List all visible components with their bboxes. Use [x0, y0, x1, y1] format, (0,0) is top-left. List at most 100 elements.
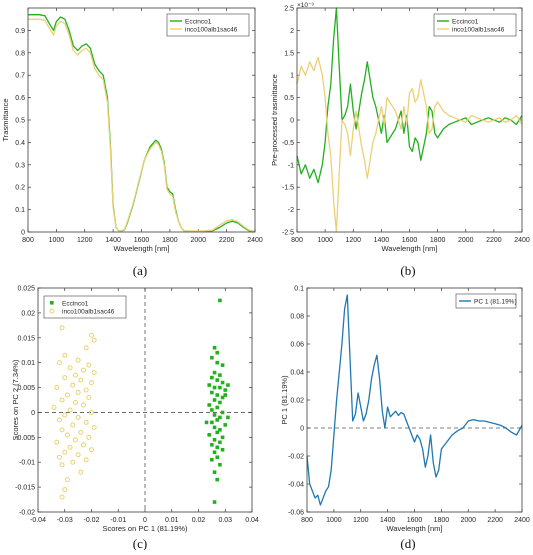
scatter-point-1 [207, 433, 211, 437]
scatter-point-1 [220, 435, 225, 440]
y-axis-label: PC 1 (81.19%) [280, 375, 289, 425]
scatter-point-2 [78, 469, 84, 475]
scatter-point-1 [218, 462, 222, 467]
scatter-point-1 [226, 415, 230, 420]
scatter-point-1 [218, 428, 222, 432]
scatter-point-2 [70, 382, 76, 388]
scatter-point-2 [59, 462, 65, 468]
y-tick-label: -2.5 [282, 230, 294, 237]
x-axis-label: Wavelength [nm] [382, 244, 438, 253]
y-tick-label: 2 [290, 28, 294, 35]
scatter-point-2 [70, 422, 76, 428]
scatter-point-1 [210, 375, 214, 380]
y-tick-label: 0 [300, 426, 304, 433]
legend-label-1: Eccinco1 [62, 300, 89, 307]
scatter-point-1 [215, 418, 220, 422]
chart-panel-3: -0.04 -0.03 -0.02 -0.01 0 0.01 0.02 0.03 0.04 -0.… [11, 286, 259, 552]
scatter-point-2 [91, 337, 97, 343]
chart-panel-2: 800 1000 1200 1400 1600 1800 2000 2200 2400 -2.5 -… [270, 2, 530, 278]
scatter-point-2 [89, 380, 94, 386]
scatter-point-1 [218, 385, 222, 390]
legend-label-1: Eccinco1 [185, 18, 212, 25]
scatter-point-1 [218, 400, 222, 405]
scatter-point-2 [56, 417, 62, 423]
x-tick-label: 800 [22, 237, 34, 244]
scatter-point-2 [56, 360, 62, 366]
panel-caption: (c) [133, 536, 147, 550]
x-tick-label: -0.04 [30, 517, 46, 524]
y-tick-label: 0.01 [21, 360, 35, 367]
series-line-1 [306, 294, 523, 506]
x-tick-label: 2400 [247, 237, 263, 244]
scatter-point-1 [220, 447, 225, 452]
scatter-point-1 [212, 345, 217, 350]
scatter-point-1 [215, 405, 220, 410]
scatter-point-1 [212, 413, 217, 417]
scatter-point-2 [59, 427, 65, 433]
y-tick-label: 1 [290, 73, 294, 80]
panel-caption: (d) [400, 536, 415, 550]
axes-frame [37, 287, 253, 513]
x-tick-label: 1800 [434, 517, 450, 524]
legend-label-1: PC 1 (81.19%) [474, 298, 517, 305]
scatter-point-2 [62, 487, 68, 493]
x-tick-label: 2000 [458, 237, 474, 244]
scatter-point-1 [212, 398, 217, 402]
scatter-point-1 [220, 410, 225, 415]
x-tick-label: 1400 [380, 517, 396, 524]
y-tick-label: 0.4 [15, 140, 25, 147]
scatter-point-1 [210, 443, 214, 447]
scatter-point-1 [210, 408, 214, 412]
series-line-2 [28, 18, 256, 232]
y-tick-label: 0.025 [17, 286, 35, 293]
scatter-point-1 [223, 393, 228, 397]
series-line-1 [296, 7, 523, 184]
plot-area [28, 8, 255, 232]
plot-area [307, 288, 522, 512]
legend-box [166, 13, 250, 37]
y-tick-label: 0.02 [290, 398, 304, 405]
scatter-point-1 [212, 470, 217, 474]
y-tick-label: 2.5 [284, 6, 294, 13]
scatter-point-2 [64, 432, 70, 438]
scatter-point-2 [72, 399, 78, 405]
scatter-point-1 [223, 423, 228, 427]
scatter-point-1 [215, 393, 220, 397]
x-tick-label: -0.02 [84, 517, 100, 524]
scatter-point-2 [86, 362, 92, 368]
y-tick-label: 0.6 [15, 95, 25, 102]
scatter-point-2 [83, 345, 89, 351]
x-tick-label: 1000 [326, 517, 342, 524]
x-tick-label: 1600 [407, 517, 423, 524]
x-tick-label: 800 [291, 237, 303, 244]
scatter-point-1 [212, 438, 217, 442]
y-tick-label: -1 [288, 162, 294, 169]
scatter-point-1 [215, 445, 220, 450]
x-tick-label: 1000 [317, 237, 333, 244]
scatter-point-1 [212, 425, 217, 430]
legend-label-1: Eccinco1 [452, 18, 479, 25]
scatter-point-1 [207, 383, 211, 387]
scatter-point-1 [212, 500, 217, 504]
y-tick-label: 0.2 [15, 185, 25, 192]
scatter-point-2 [59, 325, 65, 331]
y-tick-label: -2 [288, 207, 294, 214]
chart-panel-1: 800 1000 1200 1400 1600 1800 2000 2200 2400 0 0.1 0… [1, 7, 263, 278]
scatter-point-1 [212, 385, 217, 390]
scatter-point-2 [72, 372, 78, 378]
axes-frame [306, 287, 523, 513]
x-tick-label: 1400 [105, 237, 121, 244]
y-tick-label: 0.005 [17, 385, 35, 392]
scatter-point-2 [89, 409, 94, 415]
scatter-point-1 [218, 415, 222, 420]
y-tick-label: -0.01 [19, 460, 35, 467]
scatter-point-1 [215, 350, 220, 355]
scatter-point-2 [91, 424, 97, 430]
scatter-point-2 [75, 414, 81, 420]
y-tick-label: 0.3 [15, 162, 25, 169]
scatter-point-2 [83, 457, 89, 463]
panel-caption: (b) [400, 263, 415, 278]
